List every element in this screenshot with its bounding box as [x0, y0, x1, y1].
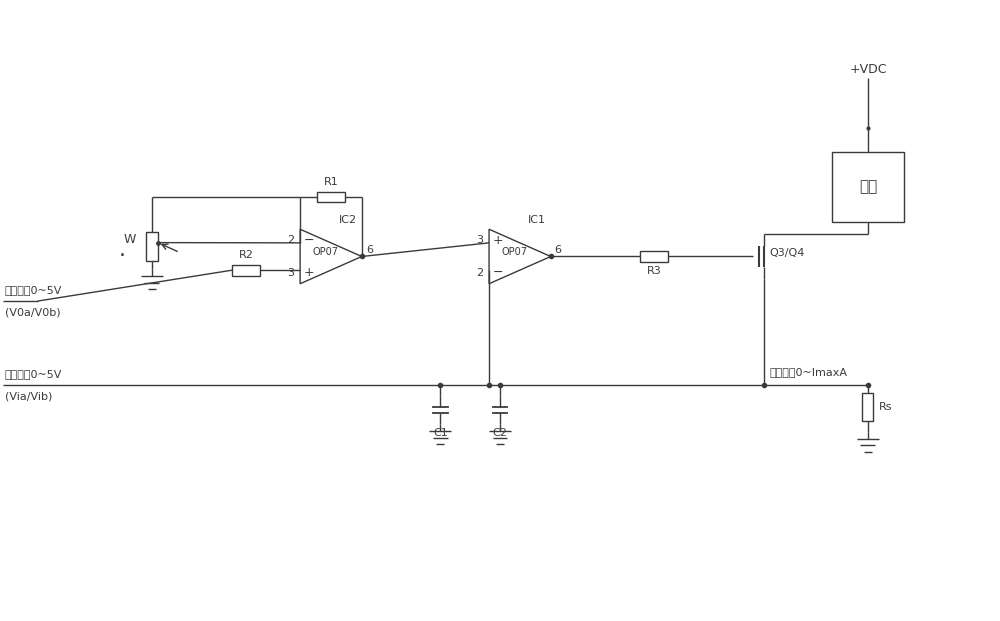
Text: 反馈电压0~5V: 反馈电压0~5V [5, 369, 62, 379]
Text: C1: C1 [433, 428, 448, 438]
Text: (V0a/V0b): (V0a/V0b) [5, 307, 60, 317]
Text: +VDC: +VDC [849, 63, 887, 76]
Text: 2: 2 [476, 268, 483, 278]
Text: R2: R2 [239, 250, 254, 260]
Text: 6: 6 [555, 245, 562, 255]
Text: IC1: IC1 [528, 215, 546, 225]
Bar [640, 251, 668, 262]
Text: R3: R3 [647, 266, 662, 276]
Text: R1: R1 [324, 177, 338, 187]
Text: 负载: 负载 [859, 179, 877, 194]
Text: +: + [493, 234, 504, 247]
Bar [146, 232, 158, 261]
Bar [832, 152, 904, 222]
Bar [862, 393, 873, 421]
Text: 驱动电流0~ImaxA: 驱动电流0~ImaxA [769, 368, 847, 378]
Text: IC2: IC2 [339, 215, 357, 225]
Text: W: W [124, 233, 136, 246]
Bar [317, 191, 345, 202]
Text: ·: · [119, 247, 126, 266]
Text: OP07: OP07 [502, 247, 528, 256]
Text: 2: 2 [287, 235, 294, 245]
Text: C2: C2 [493, 428, 507, 438]
Text: Rs: Rs [878, 402, 892, 412]
Text: +: + [304, 266, 315, 279]
Text: Q3/Q4: Q3/Q4 [769, 248, 805, 258]
Text: 3: 3 [476, 235, 483, 245]
Text: −: − [304, 234, 315, 247]
Text: 控制电压0~5V: 控制电压0~5V [5, 285, 62, 295]
Bar [232, 265, 260, 276]
Text: (Via/Vib): (Via/Vib) [5, 391, 52, 401]
Text: 3: 3 [287, 268, 294, 278]
Text: OP07: OP07 [313, 247, 339, 256]
Text: −: − [493, 266, 504, 279]
Text: 6: 6 [366, 245, 373, 255]
